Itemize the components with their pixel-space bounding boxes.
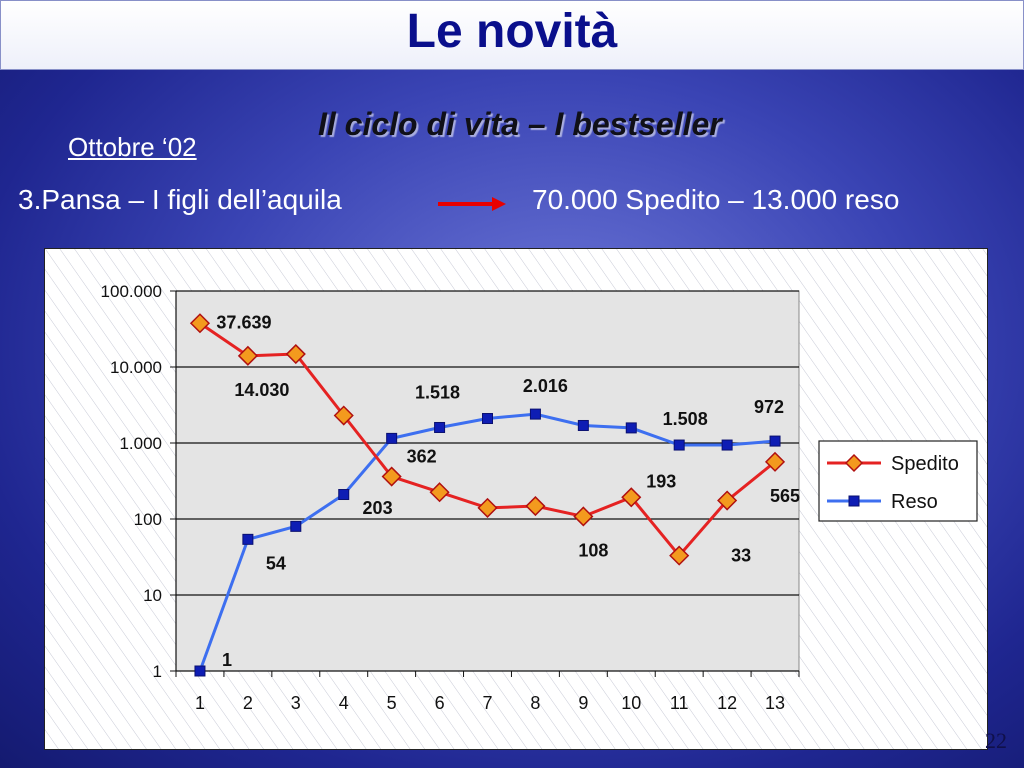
spedito-point: [621, 487, 642, 508]
data-label: 1: [222, 650, 232, 670]
x-tick-label: 3: [291, 693, 301, 713]
slide-title: Le novità: [406, 5, 618, 58]
spedito-point: [477, 497, 498, 518]
data-label: 362: [407, 447, 437, 467]
result-line: 70.000 Spedito – 13.000 reso: [532, 184, 900, 215]
title-bar: [0, 0, 1024, 70]
date-label: Ottobre ‘02: [68, 132, 197, 162]
data-label: 108: [578, 540, 608, 560]
y-tick-label: 10.000: [110, 358, 162, 377]
data-label: 1.508: [663, 409, 708, 429]
spedito-point: [285, 343, 306, 365]
legend-label: Reso: [891, 491, 938, 513]
spedito-point: [764, 451, 786, 472]
data-label: 193: [646, 471, 676, 491]
reso-point: [434, 421, 446, 433]
x-tick-label: 9: [578, 693, 588, 713]
data-label: 2.016: [523, 376, 568, 396]
legend-box: [818, 440, 978, 522]
reso-point: [625, 422, 637, 434]
y-tick-label: 100: [134, 510, 162, 529]
legend-label: Spedito: [891, 453, 959, 475]
slide-subtitle: Il ciclo di vita – I bestseller: [318, 106, 722, 142]
page-number: 22: [985, 728, 1007, 753]
spedito-point: [573, 506, 594, 527]
reso-point: [242, 533, 254, 545]
reso-point: [577, 419, 589, 431]
data-label: 565: [770, 486, 800, 506]
reso-point: [482, 413, 493, 425]
reso-point: [673, 439, 685, 451]
x-tick-label: 5: [387, 693, 397, 713]
spedito-point: [189, 313, 211, 334]
reso-point: [194, 665, 206, 677]
spedito-point: [717, 490, 738, 511]
spedito-point: [237, 345, 258, 366]
y-tick-label: 100.000: [101, 282, 162, 301]
data-label: 203: [363, 498, 393, 518]
y-tick-label: 1.000: [119, 434, 162, 453]
legend-marker: [844, 453, 864, 473]
x-tick-label: 8: [530, 693, 540, 713]
spedito-point: [525, 495, 546, 517]
data-label: 37.639: [216, 312, 271, 332]
spedito-point: [669, 545, 690, 566]
spedito-point: [333, 405, 354, 426]
data-label: 1.518: [415, 383, 460, 403]
x-tick-label: 11: [670, 693, 689, 713]
x-tick-label: 10: [621, 693, 641, 713]
y-tick-label: 1: [153, 662, 162, 681]
x-tick-label: 13: [765, 693, 785, 713]
reso-point: [290, 520, 302, 532]
x-tick-label: 1: [195, 693, 205, 713]
chart-panel: 1 10 100 1.000 10.000 100.000 1 2 3 4 5 6 7 8 9 10 11 12 1…: [44, 248, 988, 750]
x-tick-label: 6: [435, 693, 445, 713]
reso-point: [721, 439, 733, 451]
x-tick-label: 4: [339, 693, 349, 713]
reso-point: [338, 489, 350, 501]
legend-marker: [848, 495, 860, 507]
x-tick-label: 7: [482, 693, 492, 713]
y-tick-label: 10: [143, 586, 162, 605]
plot-area: [175, 290, 800, 672]
reso-point: [529, 408, 541, 420]
data-label: 972: [754, 397, 784, 417]
x-tick-label: 12: [717, 693, 737, 713]
reso-point: [769, 435, 781, 447]
spedito-point: [381, 466, 402, 487]
right-arrow-icon: [438, 197, 506, 211]
data-label: 33: [731, 546, 751, 566]
book-line: 3.Pansa – I figli dell’aquila: [18, 184, 342, 215]
x-tick-label: 2: [243, 693, 253, 713]
reso-point: [386, 432, 398, 444]
data-label: 14.030: [234, 380, 289, 400]
spedito-point: [429, 482, 450, 503]
data-label: 54: [266, 553, 286, 573]
